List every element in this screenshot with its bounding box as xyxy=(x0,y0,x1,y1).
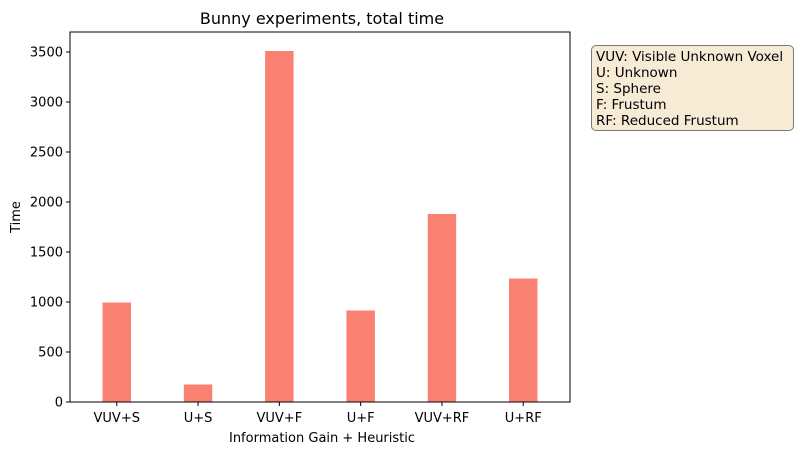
bar-vuv-plus-s xyxy=(102,302,131,402)
annotation-box: VUV: Visible Unknown Voxel U: Unknown S:… xyxy=(591,45,794,131)
annotation-line: S: Sphere xyxy=(596,81,661,97)
x-axis-ticks: VUV+S U+S VUV+F U+F VUV+RF U+RF xyxy=(94,402,542,426)
plot-frame xyxy=(69,31,571,403)
y-tick-label: 3500 xyxy=(30,46,63,61)
x-tick-label: U+S xyxy=(184,411,213,426)
y-tick-label: 2500 xyxy=(30,146,63,161)
x-tick-label: U+RF xyxy=(505,411,542,426)
bar-u-plus-f xyxy=(346,310,375,402)
bar-vuv-plus-f xyxy=(265,51,294,402)
y-tick-label: 2000 xyxy=(30,196,63,211)
annotation-line: U: Unknown xyxy=(596,65,678,81)
y-tick-label: 500 xyxy=(38,346,63,361)
y-axis-title: Time xyxy=(9,201,24,234)
x-tick-label: U+F xyxy=(347,411,375,426)
bar-vuv-plus-rf xyxy=(427,214,457,402)
chart-title: Bunny experiments, total time xyxy=(200,9,444,28)
y-tick-label: 1500 xyxy=(30,246,63,261)
y-tick-label: 0 xyxy=(55,396,63,411)
y-axis-ticks: 0 500 1000 1500 2000 2500 3000 3500 xyxy=(30,46,70,411)
annotation-line: F: Frustum xyxy=(596,97,667,113)
x-tick-label: VUV+F xyxy=(257,411,303,426)
y-tick-label: 1000 xyxy=(30,296,63,311)
annotation-line: VUV: Visible Unknown Voxel xyxy=(596,49,784,65)
bars-group xyxy=(102,51,538,402)
bar-u-plus-s xyxy=(183,384,213,402)
annotation-line: RF: Reduced Frustum xyxy=(596,113,739,129)
x-tick-label: VUV+RF xyxy=(415,411,470,426)
y-tick-label: 3000 xyxy=(30,96,63,111)
x-axis-title: Information Gain + Heuristic xyxy=(229,431,415,446)
bar-u-plus-rf xyxy=(509,278,538,402)
x-tick-label: VUV+S xyxy=(94,411,140,426)
